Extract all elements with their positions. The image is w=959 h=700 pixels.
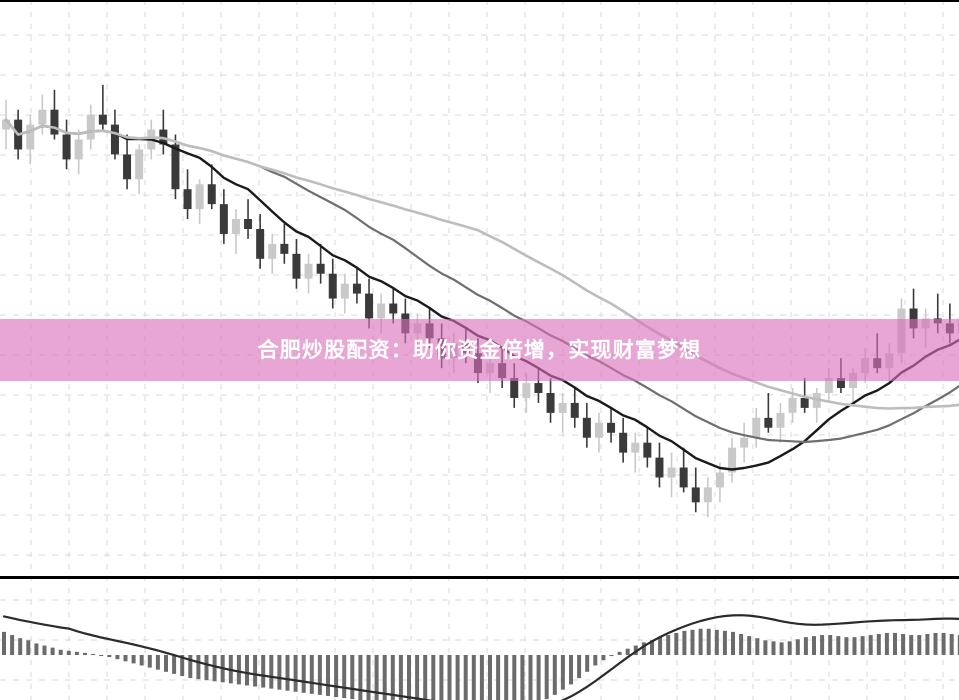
chart-banner-image: 合肥炒股配资：助你资金倍增，实现财富梦想 (0, 0, 959, 700)
stock-chart-canvas (0, 0, 959, 700)
